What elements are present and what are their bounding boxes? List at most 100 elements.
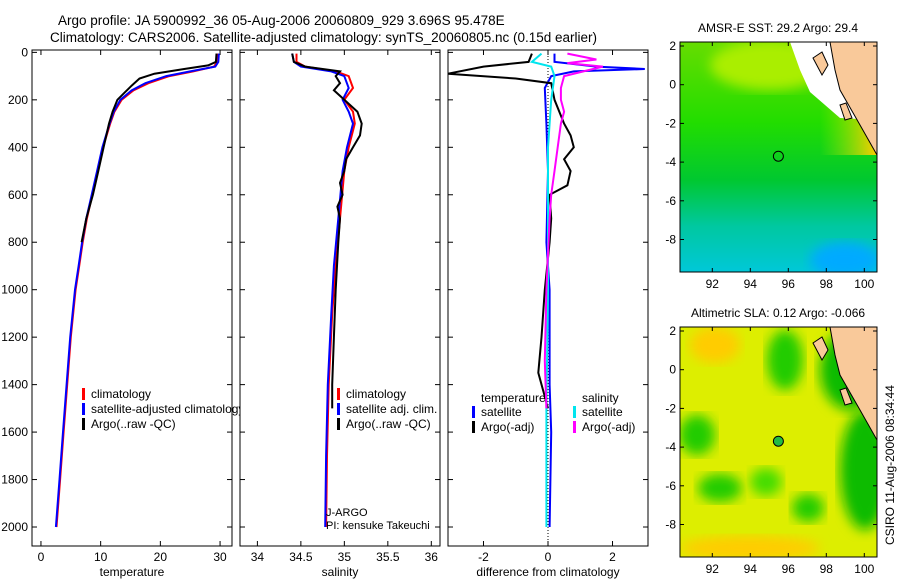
map-y-tick-label: 2	[669, 324, 676, 338]
map-y-tick-label: -8	[665, 233, 676, 247]
y-tick-label: 400	[8, 140, 28, 154]
x-tick-label: 0	[38, 550, 45, 564]
title-line-1: Argo profile: JA 5900992_36 05-Aug-2006 …	[58, 13, 505, 28]
map-y-tick-label: -2	[665, 116, 676, 130]
x-tick-label: 35.5	[376, 550, 400, 564]
sla-map-title: Altimetric SLA: 0.12 Argo: -0.066	[691, 306, 865, 320]
x-tick-label: -2	[478, 550, 489, 564]
panel-salinity: 34 34.5 35 35.5 36 salinity climatologysatelli…	[239, 49, 441, 579]
annotation-text: PI: kensuke Takeuchi	[326, 520, 430, 532]
sst-map-title: AMSR-E SST: 29.2 Argo: 29.4	[698, 21, 858, 35]
sla-island	[839, 387, 853, 406]
map-x-tick-label: 96	[782, 277, 796, 291]
y-tick-label: 200	[8, 93, 28, 107]
x-tick-label: 35	[338, 550, 352, 564]
sla-high	[690, 327, 740, 363]
argo-position-marker	[772, 435, 784, 447]
plot-frame	[31, 49, 233, 547]
legend-label: satellite adj. clim.	[346, 402, 437, 416]
legend-swatch	[337, 418, 340, 430]
sst-map-axes: 92 94 96 98 100 2 0 -2 -4 -6 -8	[665, 39, 877, 291]
map-y-tick-label: 0	[669, 78, 676, 92]
sst-map-frame	[679, 41, 878, 273]
map-x-tick-label: 98	[820, 562, 834, 576]
x-axis-label: difference from climatology	[476, 565, 619, 579]
y-tick-label: 1600	[1, 425, 28, 439]
map-x-tick-label: 92	[706, 562, 720, 576]
sla-low	[792, 494, 824, 522]
series-line-salinity-satellite	[529, 52, 556, 527]
panel-temperature: 0 10 20 30 0 200 400 600 800 1000 1200 1400 1600 1800…	[1, 45, 244, 579]
y-tick-label: 2000	[1, 520, 28, 534]
legend-swatch	[82, 388, 85, 400]
series-line-argo-raw-qc-	[291, 53, 363, 409]
map-x-tick-label: 96	[782, 562, 796, 576]
y-tick-label: 1200	[1, 330, 28, 344]
legend-label: satellite	[481, 405, 522, 419]
y-tick-label: 800	[8, 235, 28, 249]
map-y-tick-label: -6	[665, 479, 676, 493]
x-tick-label: 20	[154, 550, 168, 564]
sla-high	[680, 536, 820, 557]
legend-header: temperature	[481, 391, 546, 405]
sst-cold-patch	[810, 242, 877, 272]
series-line-salinity-argo-adj-	[543, 52, 604, 409]
series-line-satellite-adjusted-climatology	[54, 53, 220, 528]
map-x-tick-label: 94	[744, 562, 758, 576]
legend-swatch	[472, 421, 475, 433]
sla-low	[840, 410, 877, 530]
legend-header: salinity	[582, 391, 619, 405]
legend-swatch	[573, 406, 576, 418]
series-line-argo-raw-qc-	[80, 53, 218, 243]
x-axis-label: temperature	[100, 565, 165, 579]
y-tick-label: 0	[21, 45, 28, 59]
sla-low	[680, 415, 715, 455]
map-y-tick-label: -8	[665, 518, 676, 532]
series-line-temperature-argo-adj-	[447, 53, 575, 409]
sst-map: AMSR-E SST: 29.2 Argo: 29.4 92 94 96 98 100 2…	[665, 21, 878, 291]
sst-island	[812, 51, 829, 77]
x-tick-label: 10	[94, 550, 108, 564]
map-y-tick-label: -4	[665, 440, 676, 454]
map-y-tick-label: 2	[669, 39, 676, 53]
x-axis-label: salinity	[322, 565, 359, 579]
legend-label: satellite-adjusted climatology	[91, 402, 244, 416]
map-y-tick-label: -6	[665, 194, 676, 208]
map-y-tick-label: -2	[665, 401, 676, 415]
x-tick-label: 2	[609, 550, 616, 564]
y-tick-label: 1800	[1, 473, 28, 487]
map-y-tick-label: 0	[669, 363, 676, 377]
sla-low	[750, 468, 782, 496]
credit-label: CSIRO 11-Aug-2006 08:34:44	[883, 385, 897, 545]
plot-frame	[239, 49, 441, 547]
y-tick-label: 1000	[1, 283, 28, 297]
y-tick-label: 600	[8, 188, 28, 202]
legend-swatch	[82, 418, 85, 430]
map-x-tick-label: 100	[854, 277, 874, 291]
legend-label: Argo(-adj)	[582, 420, 635, 434]
sst-land	[829, 42, 877, 157]
legend-swatch	[337, 388, 340, 400]
legend-label: satellite	[582, 405, 623, 419]
map-x-tick-label: 92	[706, 277, 720, 291]
x-tick-label: 34.5	[289, 550, 313, 564]
legend-swatch	[573, 421, 576, 433]
sla-land	[829, 327, 877, 442]
x-tick-label: 30	[213, 550, 227, 564]
title-line-2: Climatology: CARS2006. Satellite-adjuste…	[50, 30, 597, 45]
sla-island	[812, 336, 829, 362]
annotation-text: J-ARGO	[326, 507, 368, 519]
legend-label: Argo(-adj)	[481, 420, 534, 434]
sla-map: Altimetric SLA: 0.12 Argo: -0.066 92 94 96…	[665, 306, 878, 576]
y-tick-label: 1400	[1, 378, 28, 392]
legend-label: Argo(..raw -QC)	[346, 417, 431, 431]
legend-label: climatology	[91, 387, 151, 401]
legend-swatch	[337, 403, 340, 415]
legend-label: climatology	[346, 387, 406, 401]
argo-position-marker	[772, 150, 784, 162]
x-tick-label: 36	[425, 550, 439, 564]
map-x-tick-label: 98	[820, 277, 834, 291]
series-line-temperature-satellite	[543, 53, 645, 528]
